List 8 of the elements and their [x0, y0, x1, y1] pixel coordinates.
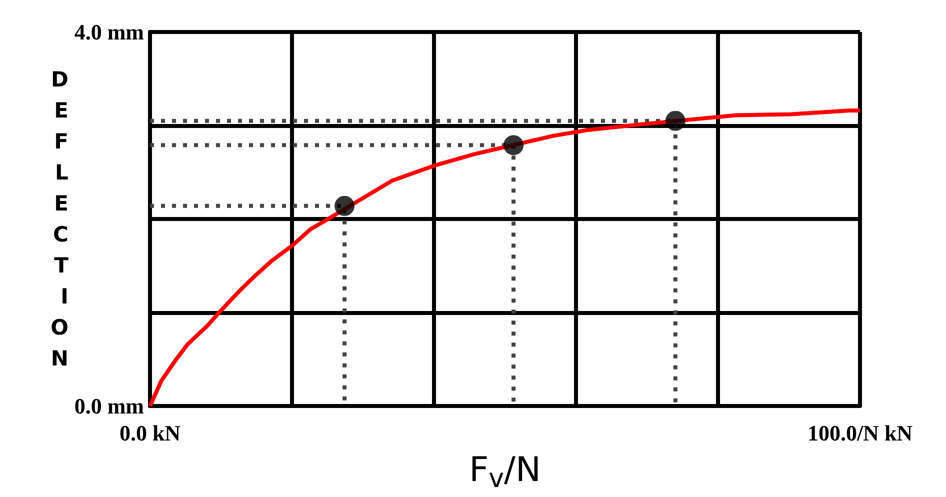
x-tick-label: 100.0/N kN	[807, 420, 913, 446]
point	[665, 110, 686, 131]
y-tick-label: 0.0 mm	[74, 394, 144, 418]
point	[504, 135, 524, 156]
x-tick-label: 0.0 kN	[119, 420, 181, 446]
y-tick-label: 4.0 mm	[74, 20, 144, 44]
point	[334, 196, 355, 216]
text: DEFLECTION	[50, 68, 68, 370]
